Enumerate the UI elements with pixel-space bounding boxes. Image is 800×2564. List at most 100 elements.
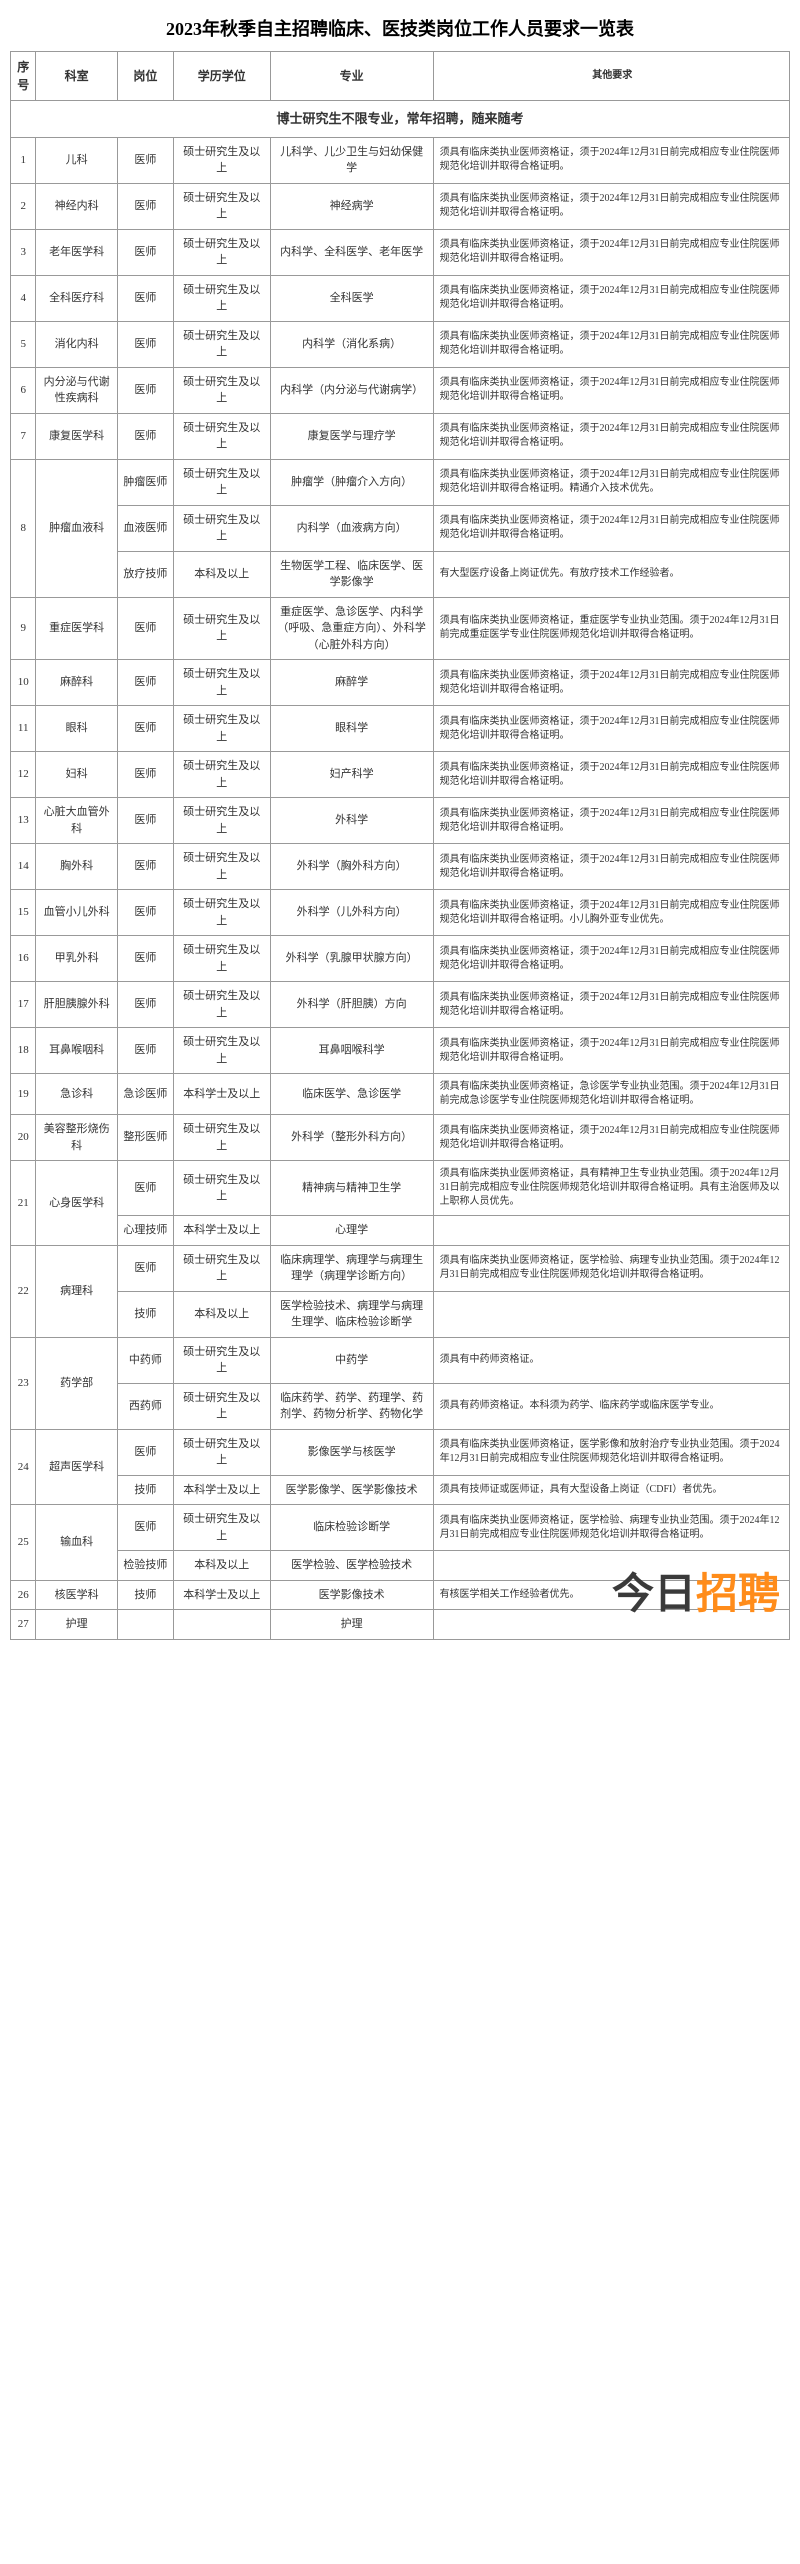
table-row: 18耳鼻喉咽科医师硕士研究生及以上耳鼻咽喉科学须具有临床类执业医师资格证，须于2…: [11, 1028, 790, 1074]
table-row: 放疗技师本科及以上生物医学工程、临床医学、医学影像学有大型医疗设备上岗证优先。有…: [11, 551, 790, 597]
cell-dept: 耳鼻喉咽科: [36, 1028, 117, 1074]
cell-other: 有大型医疗设备上岗证优先。有放疗技术工作经验者。: [433, 551, 789, 597]
cell-major: 心理学: [270, 1216, 433, 1246]
table-row: 8肿瘤血液科肿瘤医师硕士研究生及以上肿瘤学（肿瘤介入方向）须具有临床类执业医师资…: [11, 459, 790, 505]
cell-other: [433, 1216, 789, 1246]
cell-seq: 2: [11, 183, 36, 229]
cell-major: 外科学（乳腺甲状腺方向）: [270, 936, 433, 982]
cell-major: 内科学（消化系病）: [270, 321, 433, 367]
cell-other: 有核医学相关工作经验者优先。: [433, 1580, 789, 1610]
cell-other: 须具有临床类执业医师资格证，须于2024年12月31日前完成相应专业住院医师规范…: [433, 137, 789, 183]
cell-major: 麻醉学: [270, 660, 433, 706]
cell-major: 医学影像技术: [270, 1580, 433, 1610]
cell-pos: 医师: [117, 798, 173, 844]
cell-major: 临床病理学、病理学与病理生理学（病理学诊断方向）: [270, 1245, 433, 1291]
cell-edu: 本科学士及以上: [173, 1074, 270, 1115]
cell-dept: 心身医学科: [36, 1161, 117, 1246]
cell-edu: 硕士研究生及以上: [173, 844, 270, 890]
cell-other: 须具有临床类执业医师资格证，须于2024年12月31日前完成相应专业住院医师规范…: [433, 752, 789, 798]
cell-other: 须具有临床类执业医师资格证，须于2024年12月31日前完成相应专业住院医师规范…: [433, 890, 789, 936]
cell-major: 外科学（儿外科方向）: [270, 890, 433, 936]
cell-seq: 21: [11, 1161, 36, 1246]
table-row: 24超声医学科医师硕士研究生及以上影像医学与核医学须具有临床类执业医师资格证，医…: [11, 1429, 790, 1475]
cell-seq: 6: [11, 367, 36, 413]
cell-pos: 医师: [117, 982, 173, 1028]
cell-seq: 26: [11, 1580, 36, 1610]
cell-other: 须具有临床类执业医师资格证，医学检验、病理专业执业范围。须于2024年12月31…: [433, 1505, 789, 1551]
cell-pos: 医师: [117, 660, 173, 706]
cell-seq: 24: [11, 1429, 36, 1505]
cell-seq: 13: [11, 798, 36, 844]
cell-major: 重症医学、急诊医学、内科学（呼吸、急重症方向）、外科学（心脏外科方向）: [270, 597, 433, 660]
cell-seq: 4: [11, 275, 36, 321]
cell-pos: 医师: [117, 890, 173, 936]
cell-edu: 本科及以上: [173, 1291, 270, 1337]
cell-pos: 血液医师: [117, 505, 173, 551]
cell-seq: 1: [11, 137, 36, 183]
cell-edu: 硕士研究生及以上: [173, 321, 270, 367]
cell-dept: 护理: [36, 1610, 117, 1640]
table-row: 11眼科医师硕士研究生及以上眼科学须具有临床类执业医师资格证，须于2024年12…: [11, 706, 790, 752]
th-seq: 序号: [11, 52, 36, 101]
cell-other: 须具有临床类执业医师资格证，须于2024年12月31日前完成相应专业住院医师规范…: [433, 1028, 789, 1074]
cell-dept: 肿瘤血液科: [36, 459, 117, 597]
table-row: 西药师硕士研究生及以上临床药学、药学、药理学、药剂学、药物分析学、药物化学须具有…: [11, 1383, 790, 1429]
cell-edu: 硕士研究生及以上: [173, 459, 270, 505]
th-major: 专业: [270, 52, 433, 101]
cell-edu: 本科及以上: [173, 551, 270, 597]
cell-pos: 医师: [117, 1245, 173, 1291]
cell-other: 须具有中药师资格证。: [433, 1337, 789, 1383]
cell-other: 须具有临床类执业医师资格证，须于2024年12月31日前完成相应专业住院医师规范…: [433, 229, 789, 275]
cell-seq: 18: [11, 1028, 36, 1074]
cell-dept: 老年医学科: [36, 229, 117, 275]
cell-dept: 超声医学科: [36, 1429, 117, 1505]
cell-dept: 美容整形烧伤科: [36, 1115, 117, 1161]
cell-other: 须具有临床类执业医师资格证，重症医学专业执业范围。须于2024年12月31日前完…: [433, 597, 789, 660]
cell-major: 医学检验技术、病理学与病理生理学、临床检验诊断学: [270, 1291, 433, 1337]
cell-other: 须具有临床类执业医师资格证，医学影像和放射治疗专业执业范围。须于2024年12月…: [433, 1429, 789, 1475]
table-row: 17肝胆胰腺外科医师硕士研究生及以上外科学（肝胆胰）方向须具有临床类执业医师资格…: [11, 982, 790, 1028]
cell-edu: 硕士研究生及以上: [173, 1337, 270, 1383]
table-row: 心理技师本科学士及以上心理学: [11, 1216, 790, 1246]
cell-pos: 技师: [117, 1475, 173, 1505]
cell-edu: 硕士研究生及以上: [173, 706, 270, 752]
cell-major: 全科医学: [270, 275, 433, 321]
cell-dept: 病理科: [36, 1245, 117, 1337]
cell-pos: 医师: [117, 137, 173, 183]
cell-edu: 硕士研究生及以上: [173, 229, 270, 275]
cell-pos: 肿瘤医师: [117, 459, 173, 505]
cell-other: 须具有临床类执业医师资格证，须于2024年12月31日前完成相应专业住院医师规范…: [433, 936, 789, 982]
cell-dept: 核医学科: [36, 1580, 117, 1610]
cell-pos: 医师: [117, 706, 173, 752]
cell-edu: 硕士研究生及以上: [173, 660, 270, 706]
cell-major: 儿科学、儿少卫生与妇幼保健学: [270, 137, 433, 183]
cell-seq: 17: [11, 982, 36, 1028]
cell-dept: 血管小儿外科: [36, 890, 117, 936]
cell-pos: 医师: [117, 275, 173, 321]
table-row: 7康复医学科医师硕士研究生及以上康复医学与理疗学须具有临床类执业医师资格证，须于…: [11, 413, 790, 459]
cell-major: 内科学、全科医学、老年医学: [270, 229, 433, 275]
cell-major: 内科学（血液病方向）: [270, 505, 433, 551]
cell-major: 外科学（肝胆胰）方向: [270, 982, 433, 1028]
cell-dept: 儿科: [36, 137, 117, 183]
cell-edu: 硕士研究生及以上: [173, 367, 270, 413]
cell-edu: 硕士研究生及以上: [173, 413, 270, 459]
cell-major: 医学影像学、医学影像技术: [270, 1475, 433, 1505]
table-row: 检验技师本科及以上医学检验、医学检验技术: [11, 1551, 790, 1581]
cell-edu: 硕士研究生及以上: [173, 936, 270, 982]
cell-pos: 医师: [117, 752, 173, 798]
cell-pos: 医师: [117, 1429, 173, 1475]
cell-edu: 硕士研究生及以上: [173, 752, 270, 798]
cell-seq: 15: [11, 890, 36, 936]
cell-pos: 医师: [117, 321, 173, 367]
cell-seq: 19: [11, 1074, 36, 1115]
table-row: 3老年医学科医师硕士研究生及以上内科学、全科医学、老年医学须具有临床类执业医师资…: [11, 229, 790, 275]
cell-seq: 5: [11, 321, 36, 367]
cell-other: 须具有临床类执业医师资格证，须于2024年12月31日前完成相应专业住院医师规范…: [433, 660, 789, 706]
cell-other: 须具有临床类执业医师资格证，须于2024年12月31日前完成相应专业住院医师规范…: [433, 1115, 789, 1161]
banner-text: 博士研究生不限专业，常年招聘，随来随考: [11, 101, 790, 138]
cell-dept: 甲乳外科: [36, 936, 117, 982]
cell-seq: 23: [11, 1337, 36, 1429]
cell-major: 中药学: [270, 1337, 433, 1383]
cell-other: 须具有临床类执业医师资格证，须于2024年12月31日前完成相应专业住院医师规范…: [433, 321, 789, 367]
